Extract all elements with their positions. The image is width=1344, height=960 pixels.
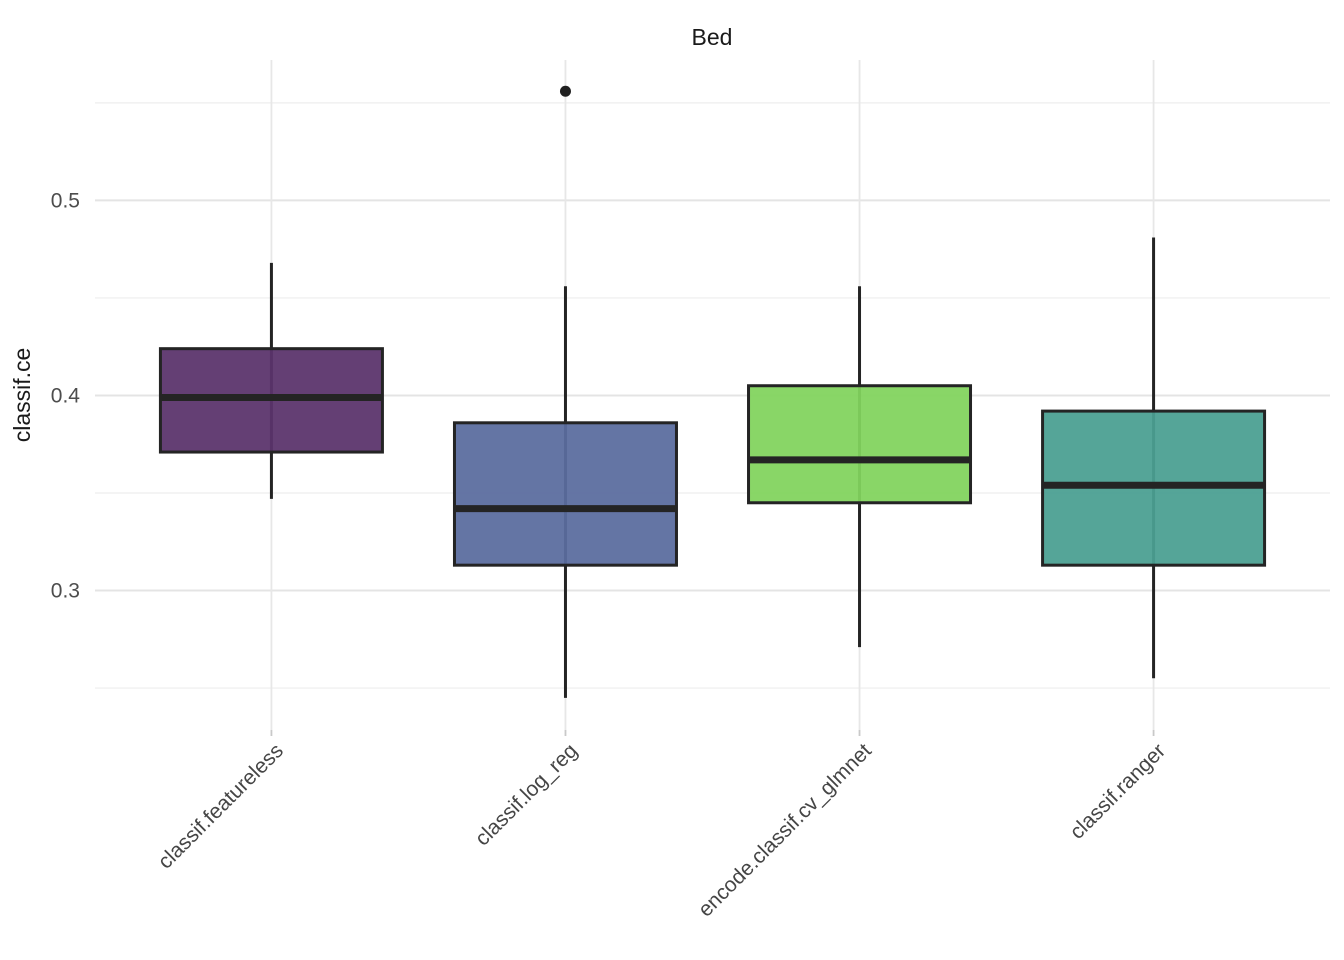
y-tick-label: 0.3 <box>51 580 80 603</box>
chart-title: Bed <box>692 24 733 50</box>
x-tick-label: classif.log_reg <box>471 739 582 850</box>
x-tick-label: classif.ranger <box>1066 739 1171 844</box>
x-tick-label: classif.featureless <box>154 739 288 873</box>
x-tick-label: encode.classif.cv_glmnet <box>694 739 876 921</box>
y-axis-tick-labels: 0.3 0.4 0.5 <box>51 189 81 602</box>
outlier-points <box>559 85 571 97</box>
boxplot-boxes <box>158 237 1267 698</box>
boxplot-classif.log_reg <box>452 286 678 698</box>
boxplot-classif.featureless <box>158 262 384 499</box>
x-axis-tick-marks <box>270 730 1155 736</box>
y-tick-label: 0.5 <box>51 189 80 212</box>
iqr-box <box>747 384 973 505</box>
x-axis-tick-labels: classif.featureless classif.log_reg encode… <box>154 739 1170 921</box>
boxplot-encode.classif.cv_glmnet <box>747 286 973 648</box>
y-tick-label: 0.4 <box>51 384 81 407</box>
outlier-point <box>559 85 571 97</box>
y-axis-title: classif.ce <box>9 348 35 443</box>
iqr-box <box>452 421 678 567</box>
boxplot-classif.ranger <box>1041 237 1267 679</box>
